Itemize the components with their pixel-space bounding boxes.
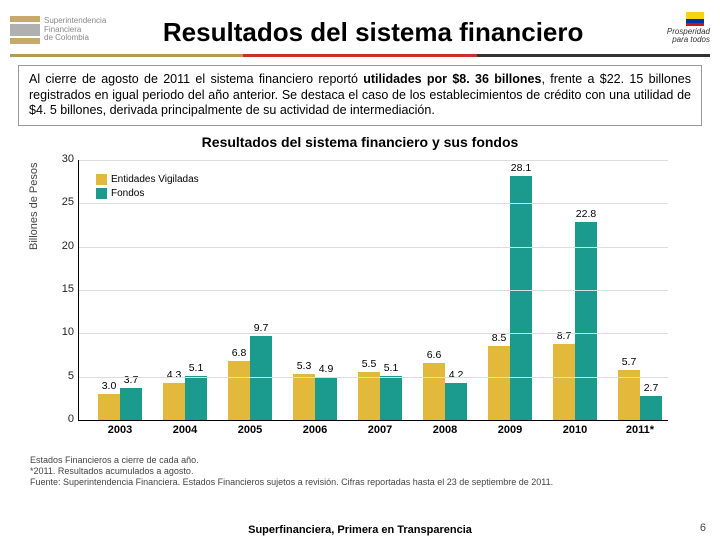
footnote-3: Fuente: Superintendencia Financiera. Est…	[30, 477, 553, 488]
bar	[488, 346, 510, 420]
underline-seg-0	[10, 54, 243, 57]
logo-left-icon	[10, 16, 40, 44]
bar	[553, 344, 575, 419]
y-tick: 0	[50, 413, 74, 425]
bar-chart: Resultados del sistema financiero y sus …	[30, 130, 690, 485]
bar	[618, 370, 640, 419]
underline-seg-2	[477, 54, 710, 57]
y-axis-line	[78, 160, 79, 420]
x-tick-label: 2007	[350, 424, 410, 436]
logo-superintendencia: Superintendencia Financiera de Colombia	[10, 16, 106, 44]
bar-value-label: 4.2	[436, 369, 476, 381]
summary-bold: utilidades por $8. 36 billones	[363, 72, 541, 86]
bar	[445, 383, 467, 419]
underline-seg-1	[243, 54, 476, 57]
bar	[250, 336, 272, 420]
y-tick: 30	[50, 153, 74, 165]
bar	[185, 376, 207, 420]
bar	[315, 377, 337, 419]
chart-title: Resultados del sistema financiero y sus …	[30, 130, 690, 152]
bar-value-label: 5.1	[176, 362, 216, 374]
bar	[98, 394, 120, 420]
footnote-2: *2011. Resultados acumulados a agosto.	[30, 466, 553, 477]
gridline	[78, 377, 668, 378]
x-tick-label: 2004	[155, 424, 215, 436]
bar	[163, 383, 185, 420]
footer-text: Superfinanciera, Primera en Transparenci…	[0, 524, 720, 536]
x-tick-label: 2008	[415, 424, 475, 436]
y-tick: 10	[50, 326, 74, 338]
bar-value-label: 6.6	[414, 349, 454, 361]
x-tick-label: 2011*	[610, 424, 670, 436]
colombia-flag-icon	[686, 12, 704, 26]
bar	[380, 376, 402, 420]
logo-prosperidad: Prosperidad para todos	[640, 10, 710, 50]
slide-header: Superintendencia Financiera de Colombia …	[0, 0, 720, 54]
bar	[640, 396, 662, 419]
gridline	[78, 333, 668, 334]
x-tick-label: 2003	[90, 424, 150, 436]
y-tick: 5	[50, 370, 74, 382]
bar	[120, 388, 142, 420]
summary-pre: Al cierre de agosto de 2011 el sistema f…	[29, 72, 363, 86]
bar	[510, 176, 532, 420]
page-title: Resultados del sistema financiero	[106, 13, 640, 48]
gridline	[78, 290, 668, 291]
bar-value-label: 2.7	[631, 382, 671, 394]
bar	[228, 361, 250, 420]
chart-footnotes: Estados Financieros a cierre de cada año…	[30, 455, 553, 487]
y-tick: 25	[50, 196, 74, 208]
bar	[293, 374, 315, 420]
bar-value-label: 28.1	[501, 162, 541, 174]
x-tick-label: 2005	[220, 424, 280, 436]
logo-right-text: Prosperidad para todos	[667, 28, 710, 44]
title-underline	[10, 54, 710, 57]
summary-text-box: Al cierre de agosto de 2011 el sistema f…	[18, 65, 702, 126]
gridline	[78, 247, 668, 248]
x-tick-label: 2010	[545, 424, 605, 436]
x-tick-label: 2009	[480, 424, 540, 436]
bar-value-label: 22.8	[566, 208, 606, 220]
bar-value-label: 4.9	[306, 363, 346, 375]
page-number: 6	[700, 522, 706, 534]
y-tick: 20	[50, 240, 74, 252]
gridline	[78, 203, 668, 204]
bar-value-label: 5.7	[609, 356, 649, 368]
bar	[358, 372, 380, 420]
x-axis-line	[78, 420, 668, 421]
logo-left-text: Superintendencia Financiera de Colombia	[44, 17, 106, 43]
gridline	[78, 160, 668, 161]
y-tick: 15	[50, 283, 74, 295]
y-axis-label: Billones de Pesos	[28, 162, 40, 249]
bar-value-label: 5.1	[371, 362, 411, 374]
logo-left-line3: de Colombia	[44, 34, 106, 43]
x-tick-label: 2006	[285, 424, 345, 436]
footnote-1: Estados Financieros a cierre de cada año…	[30, 455, 553, 466]
bar	[575, 222, 597, 420]
bar-value-label: 9.7	[241, 322, 281, 334]
